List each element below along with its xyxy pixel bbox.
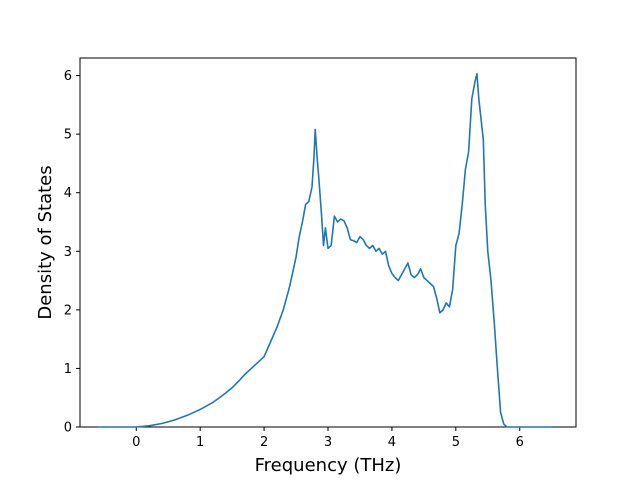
x-tick-label: 5	[452, 435, 460, 450]
y-tick-label: 0	[64, 421, 72, 436]
x-tick-label: 4	[388, 435, 396, 450]
y-tick-label: 3	[64, 245, 72, 260]
x-tick-label: 1	[196, 435, 204, 450]
x-tick-label: 2	[260, 435, 268, 450]
y-tick-label: 1	[64, 362, 72, 377]
y-axis-ticks: 0 1 2 3 4 5 6	[64, 69, 80, 436]
y-tick-label: 4	[64, 186, 72, 201]
series-line	[97, 73, 552, 428]
x-tick-label: 0	[132, 435, 140, 450]
x-tick-label: 3	[324, 435, 332, 450]
y-tick-label: 5	[64, 128, 72, 143]
x-tick-label: 6	[516, 435, 524, 450]
x-axis-ticks: 0 1 2 3 4 5 6	[132, 427, 524, 450]
y-axis-title: Density of States	[35, 165, 56, 319]
y-tick-label: 2	[64, 303, 72, 318]
x-axis-title: Frequency (THz)	[255, 455, 402, 476]
y-tick-label: 6	[64, 69, 72, 84]
